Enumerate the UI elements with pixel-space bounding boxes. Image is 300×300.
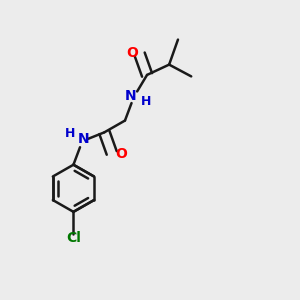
Text: N: N: [78, 132, 90, 146]
Text: Cl: Cl: [66, 231, 81, 245]
Text: N: N: [125, 88, 137, 103]
Text: O: O: [115, 147, 127, 161]
Text: H: H: [140, 95, 151, 108]
Text: O: O: [126, 46, 138, 60]
Text: H: H: [65, 127, 76, 140]
